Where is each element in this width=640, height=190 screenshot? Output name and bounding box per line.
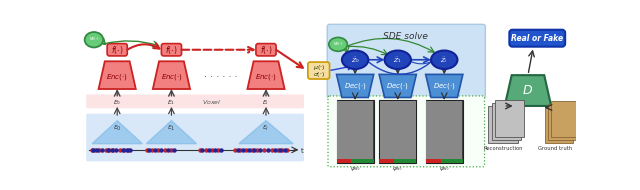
FancyBboxPatch shape	[492, 103, 521, 140]
Text: $w_{(\cdot)}$: $w_{(\cdot)}$	[89, 36, 99, 43]
FancyBboxPatch shape	[488, 106, 518, 143]
Text: $E_1$: $E_1$	[167, 98, 175, 107]
Text: $Enc(\cdot)$: $Enc(\cdot)$	[161, 72, 182, 82]
FancyBboxPatch shape	[548, 105, 576, 140]
Ellipse shape	[385, 51, 411, 69]
Text: t: t	[301, 148, 303, 154]
Polygon shape	[153, 61, 190, 89]
Text: Reconstruction: Reconstruction	[483, 146, 523, 151]
FancyBboxPatch shape	[551, 101, 579, 137]
Text: Real or Fake: Real or Fake	[511, 34, 563, 43]
FancyBboxPatch shape	[394, 159, 417, 163]
Polygon shape	[505, 75, 551, 106]
FancyBboxPatch shape	[328, 96, 484, 167]
FancyBboxPatch shape	[440, 159, 463, 163]
FancyBboxPatch shape	[86, 114, 304, 161]
Text: $\sigma(\cdot)$: $\sigma(\cdot)$	[312, 70, 325, 79]
FancyBboxPatch shape	[426, 159, 440, 163]
Text: $Dec(\cdot)$: $Dec(\cdot)$	[344, 81, 367, 91]
Text: Ground truth: Ground truth	[538, 146, 572, 151]
Text: $\varepsilon_i$: $\varepsilon_i$	[262, 124, 269, 133]
Ellipse shape	[342, 51, 368, 69]
FancyBboxPatch shape	[426, 101, 462, 159]
Text: $E_0$: $E_0$	[113, 98, 122, 107]
FancyBboxPatch shape	[337, 101, 373, 159]
FancyBboxPatch shape	[327, 24, 485, 98]
FancyBboxPatch shape	[86, 94, 304, 108]
Polygon shape	[426, 74, 463, 97]
Polygon shape	[92, 121, 142, 144]
FancyBboxPatch shape	[337, 159, 351, 163]
Polygon shape	[99, 61, 136, 89]
Polygon shape	[379, 74, 417, 97]
Polygon shape	[239, 121, 293, 144]
FancyBboxPatch shape	[308, 62, 330, 79]
Text: · · · · · ·: · · · · · ·	[204, 45, 238, 55]
Text: $E_i$: $E_i$	[262, 98, 269, 107]
FancyBboxPatch shape	[495, 100, 524, 137]
FancyBboxPatch shape	[351, 159, 374, 163]
Text: $\psi_{(t)}$: $\psi_{(t)}$	[349, 165, 360, 173]
Text: $f(\cdot)$: $f(\cdot)$	[111, 44, 124, 56]
Text: $\varepsilon_0$: $\varepsilon_0$	[113, 124, 122, 133]
Text: SDE solve: SDE solve	[383, 32, 428, 41]
Polygon shape	[147, 121, 196, 144]
Text: $Voxel$: $Voxel$	[202, 98, 221, 106]
Ellipse shape	[84, 32, 103, 48]
Text: $\psi_{(t)}$: $\psi_{(t)}$	[439, 165, 450, 173]
FancyBboxPatch shape	[379, 100, 417, 163]
FancyBboxPatch shape	[161, 44, 182, 56]
Text: $D$: $D$	[522, 84, 534, 97]
Text: · · · · · ·: · · · · · ·	[204, 72, 238, 82]
Text: $f(\cdot)$: $f(\cdot)$	[260, 44, 272, 56]
Text: $Enc(\cdot)$: $Enc(\cdot)$	[255, 72, 277, 82]
FancyBboxPatch shape	[509, 30, 565, 47]
Ellipse shape	[431, 51, 458, 69]
Text: $\widetilde{Z}_1$: $\widetilde{Z}_1$	[394, 55, 402, 65]
FancyBboxPatch shape	[107, 44, 127, 56]
Polygon shape	[248, 61, 285, 89]
FancyBboxPatch shape	[426, 100, 463, 163]
Text: $Dec(\cdot)$: $Dec(\cdot)$	[433, 81, 456, 91]
Text: $f(\cdot)$: $f(\cdot)$	[165, 44, 178, 56]
Text: $\psi_{(t)}$: $\psi_{(t)}$	[392, 165, 403, 173]
Text: $Dec(\cdot)$: $Dec(\cdot)$	[387, 81, 409, 91]
Text: $\widetilde{Z}_i$: $\widetilde{Z}_i$	[440, 55, 448, 65]
FancyBboxPatch shape	[380, 101, 415, 159]
Text: $\varepsilon_1$: $\varepsilon_1$	[167, 124, 175, 133]
Text: $Enc(\cdot)$: $Enc(\cdot)$	[106, 72, 128, 82]
Text: $w_{(\cdot)}$: $w_{(\cdot)}$	[333, 41, 343, 48]
Ellipse shape	[329, 37, 348, 51]
FancyBboxPatch shape	[337, 100, 374, 163]
Text: $\widetilde{Z}_0$: $\widetilde{Z}_0$	[351, 55, 360, 65]
Text: $\mu(\cdot)$: $\mu(\cdot)$	[312, 63, 325, 72]
FancyBboxPatch shape	[379, 159, 394, 163]
FancyBboxPatch shape	[256, 44, 276, 56]
Polygon shape	[337, 74, 374, 97]
FancyBboxPatch shape	[545, 108, 573, 143]
